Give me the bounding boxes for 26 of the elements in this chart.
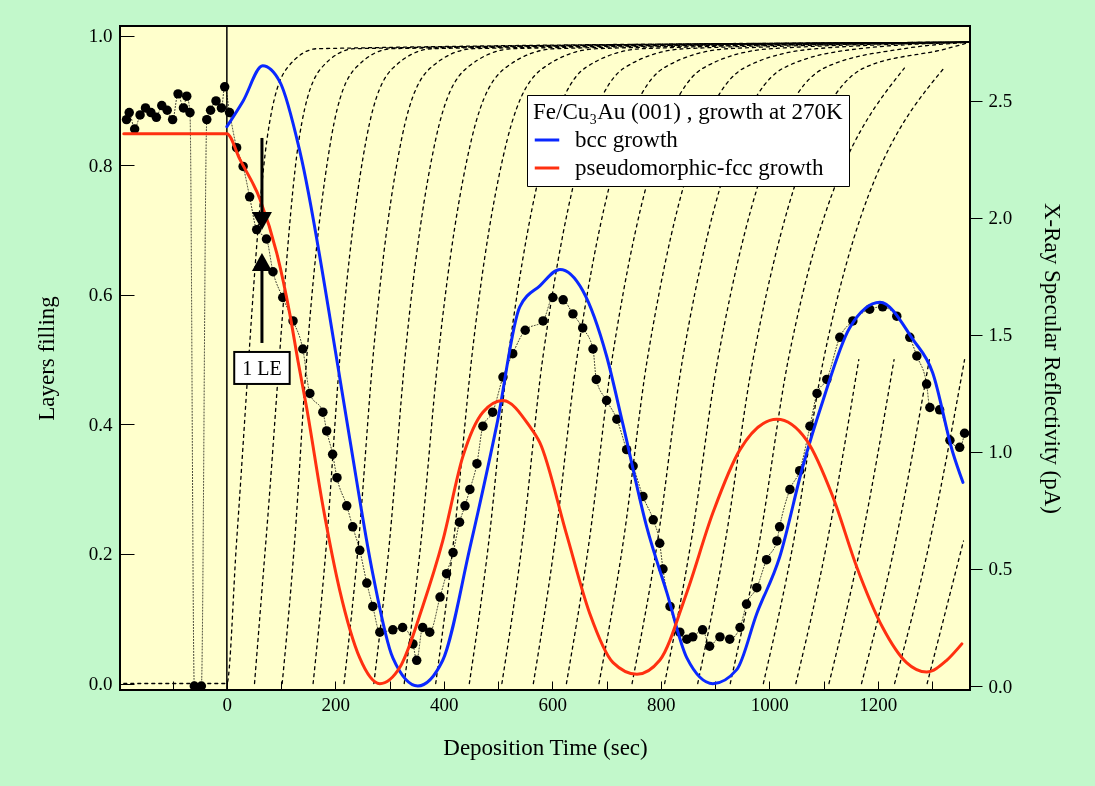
x-tick-label: 600 [538,693,568,715]
y2-tick-label: 1.5 [988,324,1013,346]
legend-label: pseudomorphic-fcc growth [575,155,824,180]
legend-title: Fe/Cu₃Au (001) , growth at 270K [533,99,843,124]
x-tick-label: 200 [321,693,351,715]
y-tick-label: 0.2 [88,543,113,565]
y-tick-label: 0.4 [88,413,113,435]
y-tick-label: 0.6 [88,284,113,306]
y2-tick-label: 1.0 [988,441,1013,463]
y2-tick-label: 2.0 [988,207,1013,229]
x-tick-label: 400 [430,693,459,715]
x-tick-label: 800 [647,693,676,715]
y-tick-label: 0.0 [88,673,113,695]
y-axis-title: Layers filling [33,295,59,421]
y2-tick-label: 0.5 [988,558,1013,580]
y2-axis-title: X-Ray Specular Reflectivity (pA) [1040,202,1066,515]
legend-label: bcc growth [575,127,679,152]
x-tick-label: 0 [222,693,233,715]
x-tick-label: 1000 [750,693,789,715]
y-tick-label: 0.8 [88,154,113,176]
x-axis-title: Deposition Time (sec) [443,734,648,760]
y-tick-label: 1.0 [88,25,113,47]
y2-tick-label: 0.0 [988,675,1013,697]
annotation: 1 LE [242,356,282,379]
y2-tick-label: 2.5 [988,90,1013,112]
x-tick-label: 1200 [859,693,898,715]
